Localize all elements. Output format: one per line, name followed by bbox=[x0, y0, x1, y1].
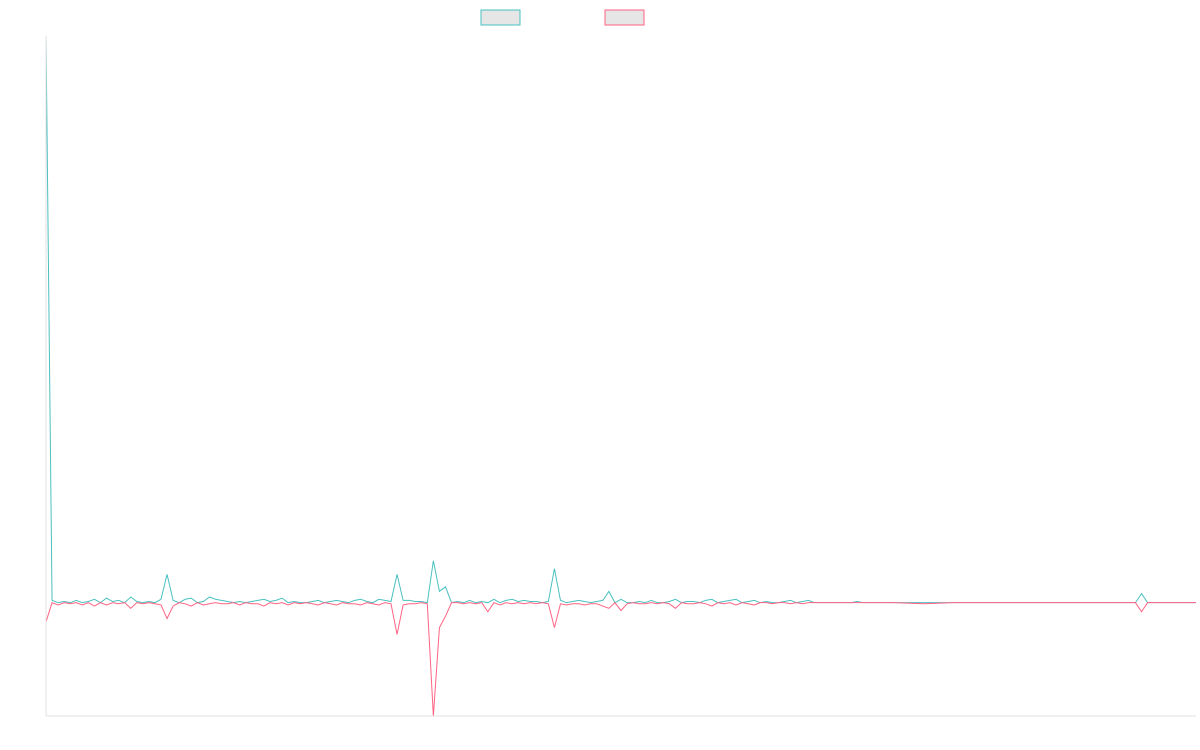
legend bbox=[480, 9, 645, 26]
legend-swatch-2[interactable] bbox=[604, 9, 645, 26]
series-line-2 bbox=[45, 601, 1196, 717]
legend-swatch-1[interactable] bbox=[480, 9, 521, 26]
series-layer bbox=[45, 35, 1196, 717]
series-line-1 bbox=[45, 35, 1196, 604]
